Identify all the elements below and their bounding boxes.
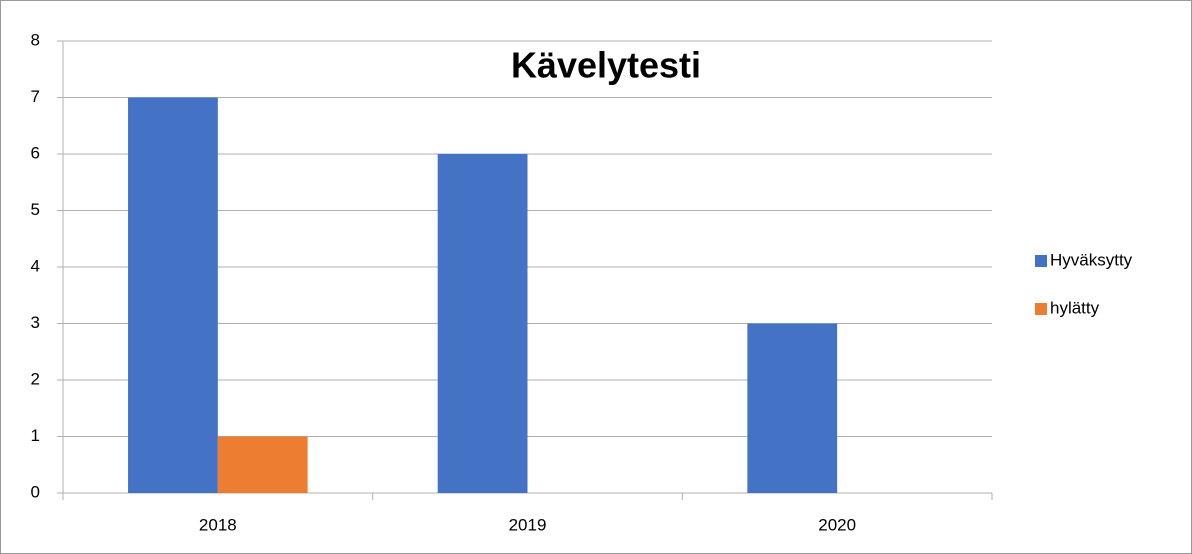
x-tick-label: 2018 <box>199 515 237 534</box>
legend-label: hylätty <box>1050 298 1100 317</box>
y-tick-label: 0 <box>31 482 40 501</box>
y-tick-label: 6 <box>31 143 40 162</box>
legend-swatch <box>1035 255 1047 267</box>
bar <box>747 323 838 493</box>
bar <box>217 436 308 493</box>
y-tick-label: 2 <box>31 369 40 388</box>
bar <box>128 97 218 493</box>
y-tick-label: 4 <box>31 256 40 275</box>
y-tick-label: 8 <box>31 30 40 49</box>
y-tick-label: 3 <box>31 313 40 332</box>
legend-swatch <box>1035 303 1047 315</box>
y-tick-label: 1 <box>31 426 40 445</box>
y-tick-label: 5 <box>31 200 40 219</box>
chart-title: Kävelytesti <box>511 45 701 86</box>
y-tick-label: 7 <box>31 87 40 106</box>
legend-label: Hyväksytty <box>1050 250 1133 269</box>
x-tick-label: 2019 <box>509 515 547 534</box>
bar <box>437 154 528 493</box>
x-tick-label: 2020 <box>818 515 856 534</box>
